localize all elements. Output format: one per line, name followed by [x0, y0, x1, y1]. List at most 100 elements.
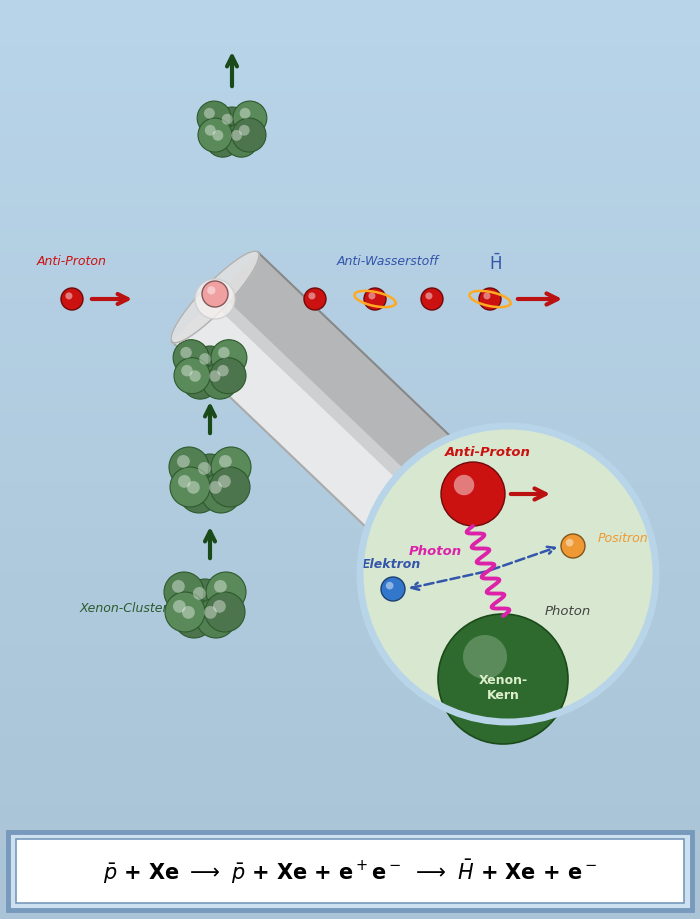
- Bar: [0, 207, 700, 230]
- Circle shape: [360, 426, 656, 722]
- Circle shape: [61, 289, 83, 311]
- Circle shape: [209, 482, 222, 494]
- Circle shape: [211, 340, 247, 376]
- Circle shape: [199, 354, 211, 366]
- Bar: [0, 276, 700, 299]
- Circle shape: [215, 108, 249, 142]
- Circle shape: [232, 119, 266, 153]
- Bar: [0, 735, 700, 758]
- Circle shape: [239, 108, 251, 119]
- Bar: [0, 23, 700, 46]
- Text: Xenon-Cluster: Xenon-Cluster: [80, 601, 169, 614]
- Bar: [0, 299, 700, 322]
- Circle shape: [441, 462, 505, 527]
- Text: Anti-Proton: Anti-Proton: [445, 446, 531, 459]
- Circle shape: [205, 126, 216, 137]
- Circle shape: [463, 635, 507, 679]
- Bar: [0, 138, 700, 161]
- Circle shape: [213, 600, 226, 613]
- Circle shape: [217, 366, 229, 377]
- Circle shape: [207, 287, 216, 295]
- Bar: [0, 92, 700, 115]
- Circle shape: [210, 358, 246, 394]
- Circle shape: [218, 347, 230, 359]
- Bar: [0, 528, 700, 551]
- Circle shape: [198, 462, 211, 475]
- Bar: [0, 551, 700, 574]
- Circle shape: [174, 598, 214, 639]
- Bar: [0, 437, 700, 460]
- Circle shape: [224, 124, 258, 158]
- Circle shape: [204, 607, 217, 619]
- Circle shape: [211, 448, 251, 487]
- Bar: [0, 69, 700, 92]
- Bar: [0, 46, 700, 69]
- Circle shape: [198, 119, 232, 153]
- Circle shape: [204, 108, 215, 119]
- Bar: [0, 345, 700, 368]
- Circle shape: [173, 600, 186, 613]
- Circle shape: [165, 593, 205, 632]
- Circle shape: [196, 598, 236, 639]
- Circle shape: [197, 102, 231, 136]
- Circle shape: [368, 293, 375, 301]
- Bar: [0, 873, 700, 896]
- Circle shape: [185, 579, 225, 619]
- Text: Elektron: Elektron: [361, 558, 421, 571]
- Text: Photon: Photon: [545, 605, 591, 618]
- Circle shape: [195, 279, 235, 320]
- Bar: [0, 230, 700, 253]
- Circle shape: [386, 582, 393, 590]
- Circle shape: [213, 130, 223, 142]
- Circle shape: [178, 475, 191, 488]
- Circle shape: [364, 289, 386, 311]
- Circle shape: [421, 289, 443, 311]
- Bar: [0, 689, 700, 712]
- Circle shape: [182, 364, 218, 400]
- Circle shape: [202, 282, 228, 308]
- Circle shape: [479, 289, 501, 311]
- Circle shape: [164, 573, 204, 612]
- Bar: [0, 414, 700, 437]
- Circle shape: [179, 473, 219, 514]
- Bar: [0, 804, 700, 827]
- Text: Anti-Wasserstoff: Anti-Wasserstoff: [337, 255, 439, 267]
- Text: Xenon-
Kern: Xenon- Kern: [478, 674, 528, 701]
- Bar: [0, 460, 700, 482]
- Circle shape: [426, 293, 433, 301]
- Bar: [0, 781, 700, 804]
- Circle shape: [360, 426, 656, 722]
- Circle shape: [187, 482, 199, 494]
- Bar: [0, 712, 700, 735]
- Circle shape: [214, 581, 227, 593]
- Text: $\bar{p}$ + Xe $\longrightarrow$ $\bar{p}$ + Xe + e$^+$e$^-$ $\longrightarrow$ $: $\bar{p}$ + Xe $\longrightarrow$ $\bar{p…: [103, 857, 597, 885]
- Circle shape: [304, 289, 326, 311]
- Bar: [0, 161, 700, 184]
- Circle shape: [181, 347, 192, 359]
- Circle shape: [233, 102, 267, 136]
- Circle shape: [173, 340, 209, 376]
- Bar: [0, 574, 700, 597]
- Circle shape: [438, 614, 568, 744]
- Bar: [0, 391, 700, 414]
- Text: Anti-Proton: Anti-Proton: [37, 255, 107, 267]
- Text: Positron: Positron: [598, 531, 649, 544]
- Circle shape: [454, 475, 475, 495]
- Circle shape: [189, 371, 201, 382]
- Circle shape: [206, 124, 239, 158]
- Circle shape: [193, 587, 206, 600]
- Circle shape: [484, 293, 491, 301]
- Circle shape: [192, 346, 228, 382]
- Polygon shape: [406, 468, 610, 681]
- Circle shape: [181, 366, 193, 377]
- Circle shape: [218, 475, 231, 488]
- Circle shape: [170, 468, 210, 507]
- Circle shape: [566, 539, 573, 547]
- Bar: [0, 850, 700, 873]
- Circle shape: [177, 456, 190, 469]
- Bar: [0, 896, 700, 919]
- Circle shape: [381, 577, 405, 601]
- Circle shape: [172, 581, 185, 593]
- Circle shape: [231, 130, 242, 142]
- Circle shape: [219, 456, 232, 469]
